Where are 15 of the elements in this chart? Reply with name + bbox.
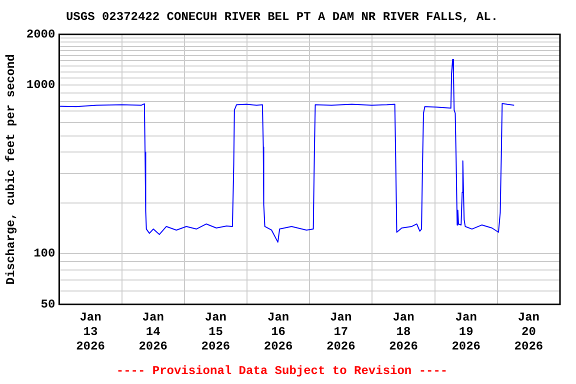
y-tick-label: 1000 [26, 78, 56, 92]
x-tick-label: Jan 15 2026 [201, 310, 230, 354]
y-axis-title: Discharge, cubic feet per second [4, 54, 18, 285]
x-tick-label: Jan 18 2026 [389, 310, 418, 354]
text: ---- Provisional Data Subject to Revision ---- [116, 364, 448, 378]
x-tick-label: Jan 14 2026 [138, 310, 168, 354]
y-tick-label: 2000 [26, 27, 56, 42]
x-tick-label: Jan 17 2026 [326, 310, 356, 354]
x-tick-label: Jan 16 2026 [264, 310, 293, 354]
x-tick-label: Jan 19 2026 [452, 310, 481, 354]
x-tick-label: Jan 20 2026 [514, 310, 544, 354]
y-tick-label: 50 [40, 297, 56, 312]
chart-title: USGS 02372422 CONECUH RIVER BEL PT A DAM NR RIVER FALLS, AL. [66, 10, 498, 24]
x-tick-label: Jan 13 2026 [76, 310, 105, 354]
y-tick-label: 100 [34, 246, 56, 261]
